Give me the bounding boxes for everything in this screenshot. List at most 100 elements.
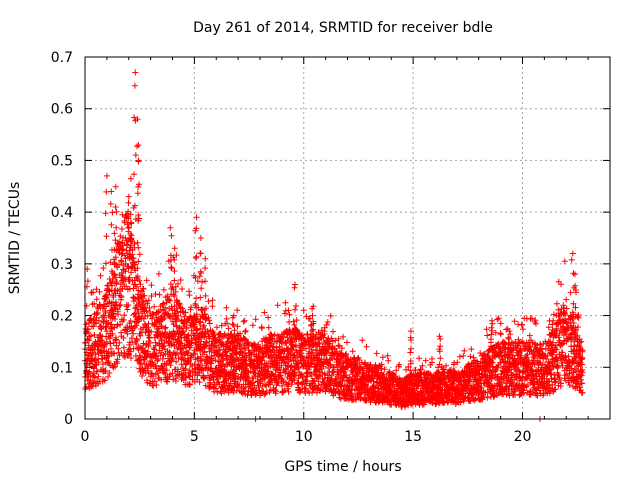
- data-point: [111, 260, 118, 267]
- data-point: [150, 382, 157, 389]
- data-point: [136, 365, 143, 372]
- data-point: [99, 361, 106, 368]
- data-point: [163, 367, 170, 374]
- data-point: [144, 324, 151, 331]
- data-point: [85, 329, 91, 336]
- data-point: [120, 316, 127, 323]
- data-point: [192, 350, 199, 357]
- data-point: [173, 358, 180, 365]
- data-point: [112, 183, 119, 190]
- data-point: [143, 307, 150, 314]
- data-point: [139, 344, 146, 351]
- data-point: [156, 291, 163, 298]
- data-point: [104, 320, 111, 327]
- data-point: [100, 347, 107, 354]
- data-point: [174, 366, 181, 373]
- data-point: [88, 332, 94, 339]
- data-point: [113, 342, 120, 349]
- data-point: [137, 281, 144, 288]
- data-point: [97, 272, 104, 279]
- data-point: [120, 335, 127, 341]
- data-point: [183, 325, 190, 332]
- data-point: [163, 361, 170, 368]
- x-tick-label: 15: [404, 429, 422, 445]
- data-point: [148, 282, 155, 289]
- data-point: [139, 373, 145, 379]
- data-point: [162, 324, 169, 331]
- data-point: [159, 301, 166, 308]
- data-point: [145, 348, 152, 355]
- data-point: [187, 381, 193, 388]
- data-point: [124, 330, 131, 337]
- data-point: [93, 311, 100, 318]
- data-point: [93, 296, 100, 303]
- data-point: [188, 304, 195, 311]
- data-point: [151, 346, 158, 353]
- data-point: [116, 339, 123, 346]
- data-point: [93, 320, 100, 327]
- data-point: [94, 378, 101, 385]
- data-point: [186, 367, 193, 374]
- data-point: [124, 242, 131, 248]
- data-point: [176, 301, 183, 307]
- data-point: [182, 309, 189, 316]
- data-point: [144, 300, 151, 307]
- data-point: [90, 323, 97, 330]
- data-point: [132, 310, 138, 317]
- data-point: [167, 351, 174, 358]
- x-tick-label: 0: [81, 429, 90, 445]
- data-point: [193, 311, 200, 318]
- data-point: [191, 321, 198, 328]
- data-point: [177, 277, 184, 283]
- data-point: [138, 360, 145, 367]
- data-point: [110, 294, 117, 301]
- data-point: [93, 286, 100, 293]
- data-point: [179, 308, 186, 315]
- y-tick-label: 0.7: [51, 50, 73, 66]
- y-tick-label: 0.6: [51, 102, 73, 118]
- data-point: [118, 251, 125, 258]
- data-point: [169, 370, 176, 377]
- data-point: [122, 268, 129, 275]
- data-point: [146, 334, 153, 341]
- y-tick-label: 0.1: [51, 360, 73, 376]
- data-point: [124, 324, 131, 331]
- data-point: [148, 328, 155, 335]
- data-point: [152, 342, 159, 349]
- y-tick-label: 0.3: [51, 257, 73, 273]
- data-point: [91, 374, 98, 381]
- data-point: [98, 337, 105, 344]
- data-point: [176, 324, 183, 331]
- data-point: [152, 291, 159, 297]
- data-point: [147, 340, 154, 346]
- data-point: [117, 302, 124, 308]
- data-point: [156, 308, 162, 315]
- data-point: [151, 378, 158, 385]
- data-point: [160, 300, 167, 307]
- data-point: [95, 373, 102, 380]
- data-point: [176, 300, 182, 307]
- y-tick-label: 0.5: [51, 153, 73, 169]
- data-point: [120, 344, 127, 351]
- data-point: [140, 285, 147, 292]
- data-point: [158, 323, 165, 330]
- data-point: [105, 373, 111, 380]
- data-point: [121, 312, 128, 319]
- data-point: [142, 313, 149, 320]
- data-point: [159, 355, 166, 362]
- data-point: [118, 226, 125, 232]
- data-point: [111, 271, 118, 278]
- data-point: [117, 321, 124, 328]
- data-point: [128, 355, 134, 361]
- data-point: [101, 314, 108, 321]
- x-tick-label: 5: [190, 429, 199, 445]
- data-point: [96, 288, 103, 295]
- data-point: [130, 330, 137, 337]
- data-point: [167, 362, 174, 369]
- data-point: [175, 355, 182, 362]
- data-point: [162, 370, 168, 377]
- data-point: [160, 286, 167, 293]
- data-point: [146, 305, 153, 311]
- data-point: [134, 265, 141, 272]
- data-point: [153, 350, 160, 357]
